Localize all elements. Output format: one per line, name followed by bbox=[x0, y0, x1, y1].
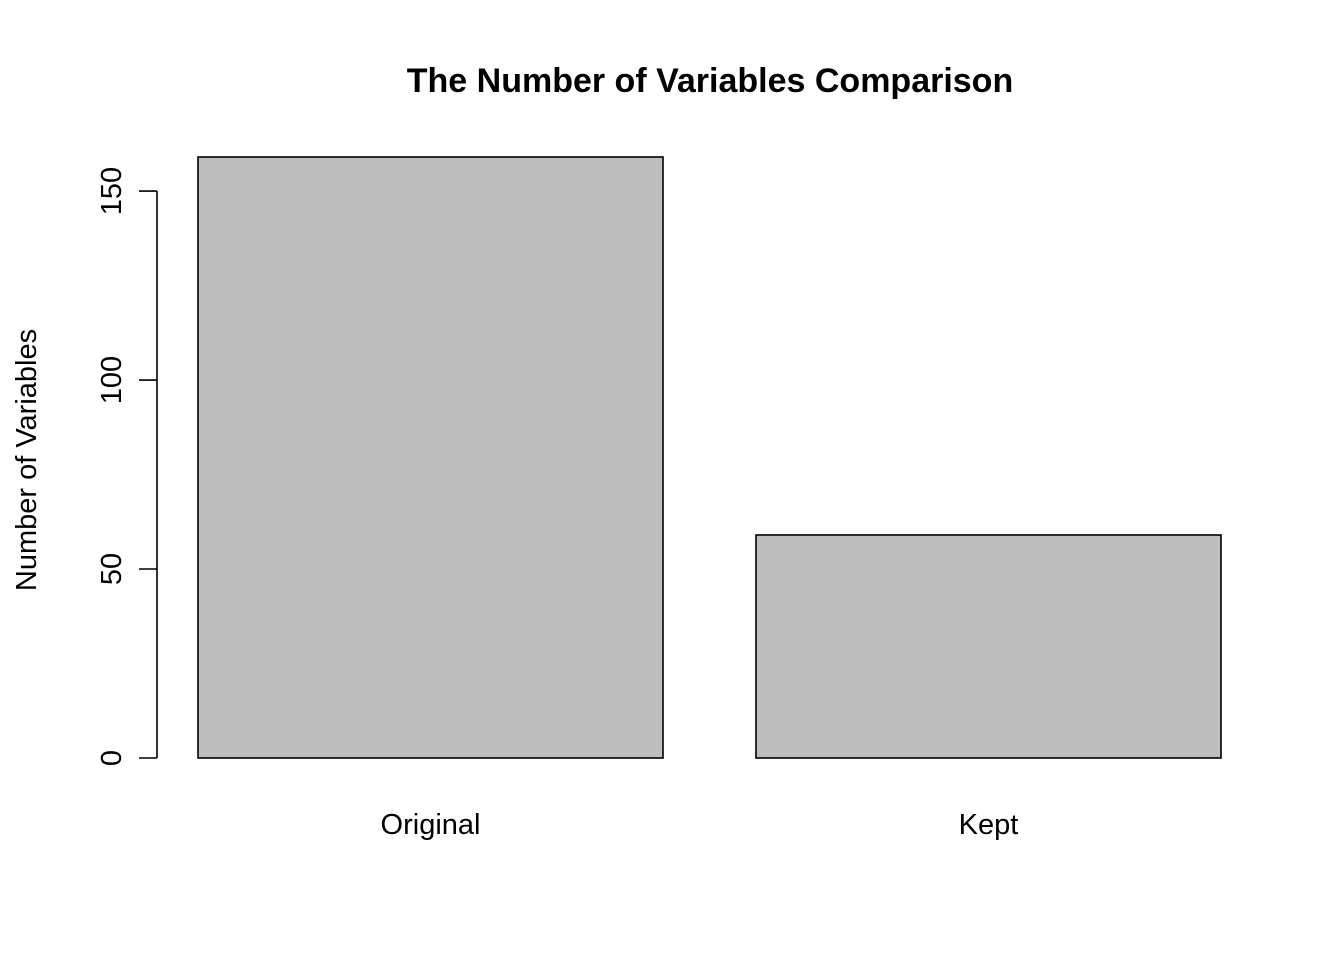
y-tick-label: 0 bbox=[96, 750, 128, 766]
bar-kept bbox=[755, 534, 1222, 759]
bars bbox=[197, 156, 1222, 759]
y-tick-label: 150 bbox=[96, 167, 128, 215]
bar-original bbox=[197, 156, 664, 759]
x-category-label: Original bbox=[381, 809, 481, 841]
chart-title: The Number of Variables Comparison bbox=[407, 62, 1013, 100]
x-axis-labels: Original Kept bbox=[381, 809, 1019, 841]
y-axis-label: Number of Variables bbox=[11, 329, 43, 591]
y-axis: 0 50 100 150 bbox=[96, 167, 158, 766]
y-tick-label: 50 bbox=[96, 553, 128, 585]
x-category-label: Kept bbox=[959, 809, 1019, 841]
y-tick-label: 100 bbox=[96, 356, 128, 404]
